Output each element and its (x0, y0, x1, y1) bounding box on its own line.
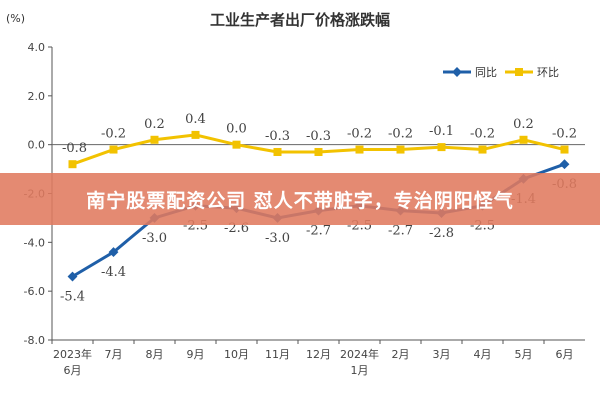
yoy-point (559, 159, 570, 170)
x-tick-label: 8月 (146, 348, 164, 361)
x-tick-label: 3月 (433, 348, 451, 361)
mom-point (68, 160, 77, 169)
mom-data-label: -0.2 (347, 127, 372, 142)
yoy-data-label: -3.0 (265, 231, 290, 246)
x-tick-label: 10月 (224, 348, 249, 361)
mom-point (314, 147, 323, 156)
watermark-banner: 南宁股票配资公司 怼人不带脏字，专治阴阳怪气 (0, 173, 600, 225)
yoy-data-label: -4.4 (101, 265, 126, 280)
mom-point (150, 135, 159, 144)
mom-data-label: -0.3 (306, 129, 331, 144)
mom-point (109, 145, 118, 154)
y-tick-label: 0.0 (28, 139, 46, 152)
yoy-point (108, 247, 119, 258)
watermark-text: 南宁股票配资公司 怼人不带脏字，专治阴阳怪气 (86, 189, 514, 212)
x-tick-label: 5月 (515, 348, 533, 361)
x-tick-label: 2023年 (53, 347, 92, 361)
mom-point (560, 145, 569, 154)
x-tick-label: 2月 (392, 348, 410, 361)
chart-title: 工业生产者出厂价格涨跌幅 (210, 11, 390, 29)
yoy-data-label: -3.0 (142, 231, 167, 246)
x-tick-label: 6月 (556, 348, 574, 361)
mom-data-label: 0.4 (185, 112, 206, 127)
y-tick-label: 2.0 (28, 90, 46, 103)
x-tick-label: 1月 (351, 364, 369, 377)
axes: 4.02.00.0-2.0-4.0-6.0-8.02023年6月7月8月9月10… (24, 41, 585, 377)
x-tick-label: 11月 (265, 348, 290, 361)
y-tick-label: -4.0 (24, 236, 45, 249)
mom-data-label: -0.2 (388, 127, 413, 142)
mom-data-label: -0.2 (101, 127, 126, 142)
x-tick-label: 6月 (64, 364, 82, 377)
mom-data-label: -0.2 (552, 127, 577, 142)
x-tick-label: 9月 (187, 348, 205, 361)
y-tick-label: -6.0 (24, 285, 45, 298)
yoy-data-label: -5.4 (60, 290, 85, 305)
mom-data-label: -0.2 (470, 127, 495, 142)
x-tick-label: 12月 (306, 348, 331, 361)
y-tick-label: -8.0 (24, 334, 45, 347)
legend-label: 同比 (475, 66, 497, 79)
yoy-data-label: -2.7 (306, 224, 331, 239)
mom-data-label: -0.1 (429, 124, 454, 139)
mom-data-label: 0.0 (226, 122, 247, 137)
y-unit-label: (%) (6, 12, 25, 25)
mom-point (273, 147, 282, 156)
mom-point (478, 145, 487, 154)
mom-data-label: -0.8 (62, 141, 87, 156)
yoy-data-label: -2.7 (388, 224, 413, 239)
mom-point (437, 143, 446, 152)
legend-label: 环比 (537, 66, 559, 79)
y-tick-label: 4.0 (28, 41, 46, 54)
mom-point (396, 145, 405, 154)
mom-point (232, 140, 241, 149)
mom-point (191, 130, 200, 139)
mom-data-label: -0.3 (265, 129, 290, 144)
legend-marker (515, 68, 523, 76)
x-tick-label: 4月 (474, 348, 492, 361)
mom-data-label: 0.2 (144, 117, 165, 132)
x-tick-label: 7月 (105, 348, 123, 361)
yoy-data-label: -2.8 (429, 226, 454, 241)
legend-marker (452, 67, 462, 77)
mom-data-label: 0.2 (513, 117, 534, 132)
legend: 同比 环比 (443, 66, 559, 79)
x-tick-label: 2024年 (340, 347, 379, 361)
mom-point (355, 145, 364, 154)
mom-point (519, 135, 528, 144)
